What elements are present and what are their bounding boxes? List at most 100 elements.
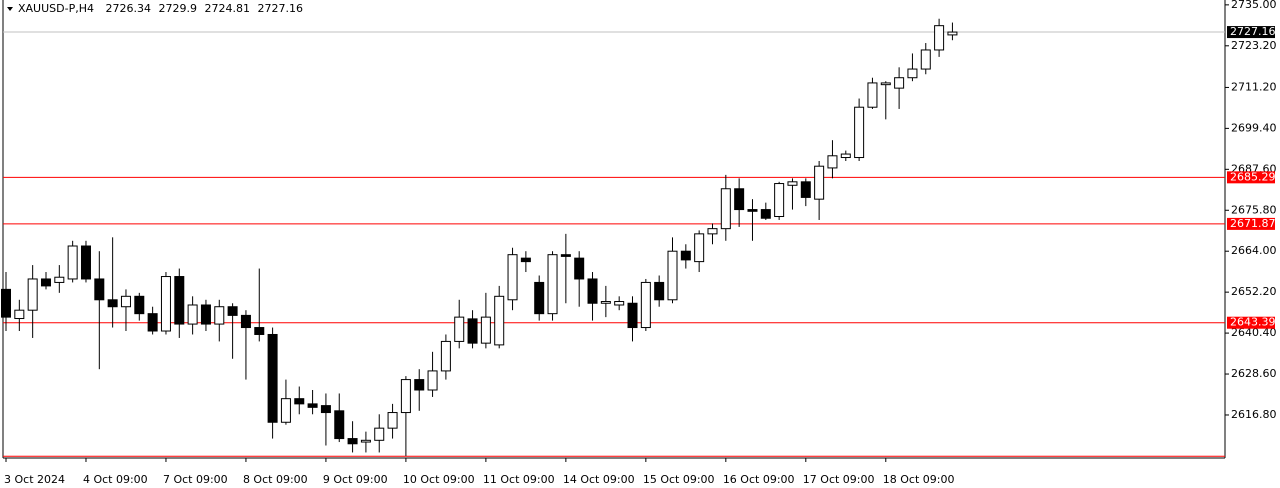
candle-body: [894, 77, 905, 89]
candle-body: [787, 181, 798, 186]
candle-body: [734, 188, 745, 211]
candle-body: [547, 254, 558, 315]
candle-body: [480, 316, 491, 344]
candle-body: [840, 153, 851, 159]
candle-body: [267, 333, 278, 423]
level-label-box: [1227, 316, 1275, 329]
candle-body: [67, 245, 78, 280]
candle-body: [387, 412, 398, 429]
candle-body: [920, 49, 931, 70]
last-close: 2727.16: [258, 2, 304, 15]
candle-body: [374, 427, 385, 441]
candle-body: [14, 309, 25, 320]
menu-triangle: [7, 7, 13, 11]
candle-body: [80, 245, 91, 280]
y-tick-label: 2675.80: [1231, 203, 1277, 216]
candle-body: [40, 278, 51, 287]
x-tick-label: 11 Oct 09:00: [483, 473, 555, 486]
candle-body: [294, 398, 305, 405]
x-tick-label: 16 Oct 09:00: [723, 473, 795, 486]
candle-body: [360, 439, 371, 443]
candle-body: [907, 68, 918, 79]
y-tick-label: 2652.20: [1231, 285, 1277, 298]
candle-body: [934, 25, 945, 51]
candle-body: [227, 306, 238, 316]
candle-body: [400, 379, 411, 414]
candle-body: [520, 257, 531, 263]
header: XAUUSD-P,H4 2726.34 2729.9 2724.81 2727.…: [18, 2, 303, 15]
current-price-label: 2727.16: [1230, 25, 1276, 38]
x-tick-label: 9 Oct 09:00: [323, 473, 388, 486]
level-label: 2671.87: [1230, 217, 1276, 230]
y-tick-label: 2664.00: [1231, 244, 1277, 257]
level-label: 2685.29: [1230, 170, 1276, 183]
candle-body: [414, 379, 425, 391]
y-tick-label: 2616.80: [1231, 408, 1277, 421]
last-high: 2729.9: [159, 2, 198, 15]
candle-body: [640, 281, 651, 329]
x-tick-label: 7 Oct 09:00: [163, 473, 228, 486]
x-tick-label: 18 Oct 09:00: [883, 473, 955, 486]
candle-body: [347, 438, 358, 445]
candle-body: [1, 288, 11, 318]
y-tick-label: 2628.60: [1231, 367, 1277, 380]
candle-body: [694, 233, 705, 263]
candle-body: [454, 316, 465, 342]
candle-body: [160, 276, 171, 332]
symbol: XAUUSD-P,H4: [18, 2, 94, 15]
candle-body: [587, 278, 598, 304]
candle-body: [27, 278, 38, 311]
candle-body: [494, 295, 505, 346]
candle-body: [627, 302, 638, 329]
y-tick-label: 2640.40: [1231, 326, 1277, 339]
level-label-box: [1227, 171, 1275, 184]
candle-body: [214, 306, 225, 325]
y-tick-label: 2711.20: [1231, 80, 1277, 93]
candle-body: [147, 313, 158, 332]
candle-body: [680, 250, 691, 261]
candle-body: [200, 304, 211, 325]
level-label: 2643.39: [1230, 316, 1276, 329]
x-tick-label: 4 Oct 09:00: [83, 473, 148, 486]
candle-body: [574, 257, 585, 280]
candle-body: [280, 398, 291, 423]
x-tick-label: 3 Oct 2024: [4, 473, 65, 486]
candle-body: [507, 254, 518, 301]
candle-body: [240, 314, 251, 329]
x-tick-label: 15 Oct 09:00: [643, 473, 715, 486]
candle-body: [94, 278, 105, 301]
candle-body: [654, 281, 665, 301]
candle-body: [467, 318, 478, 344]
y-tick-label: 2723.20: [1231, 39, 1277, 52]
candle-body: [760, 209, 771, 219]
candle-body: [307, 403, 318, 408]
candle-body: [814, 165, 825, 200]
candle-body: [174, 276, 185, 325]
candle-body: [534, 281, 545, 315]
x-tick-label: 10 Oct 09:00: [403, 473, 475, 486]
x-tick-label: 14 Oct 09:00: [563, 473, 635, 486]
candle-body: [187, 304, 198, 325]
last-open: 2726.34: [106, 2, 152, 15]
candle-body: [707, 228, 718, 235]
level-label-box: [1227, 217, 1275, 230]
candle-body: [800, 181, 811, 198]
x-tick-label: 17 Oct 09:00: [803, 473, 875, 486]
candle-body: [854, 106, 865, 159]
x-tick-label: 8 Oct 09:00: [243, 473, 308, 486]
current-price-box: [1227, 26, 1275, 39]
candle-body: [254, 327, 265, 335]
candle-body: [134, 295, 145, 315]
candle-body: [867, 82, 878, 108]
candle-body: [334, 410, 345, 440]
candle-body: [614, 301, 625, 306]
candle-body: [440, 340, 451, 372]
candle-body: [747, 209, 758, 212]
candle-body: [54, 276, 65, 283]
y-tick-label: 2735.00: [1231, 0, 1277, 11]
candle-body: [947, 31, 958, 36]
candle-body: [667, 250, 678, 301]
candle-body: [774, 183, 785, 218]
